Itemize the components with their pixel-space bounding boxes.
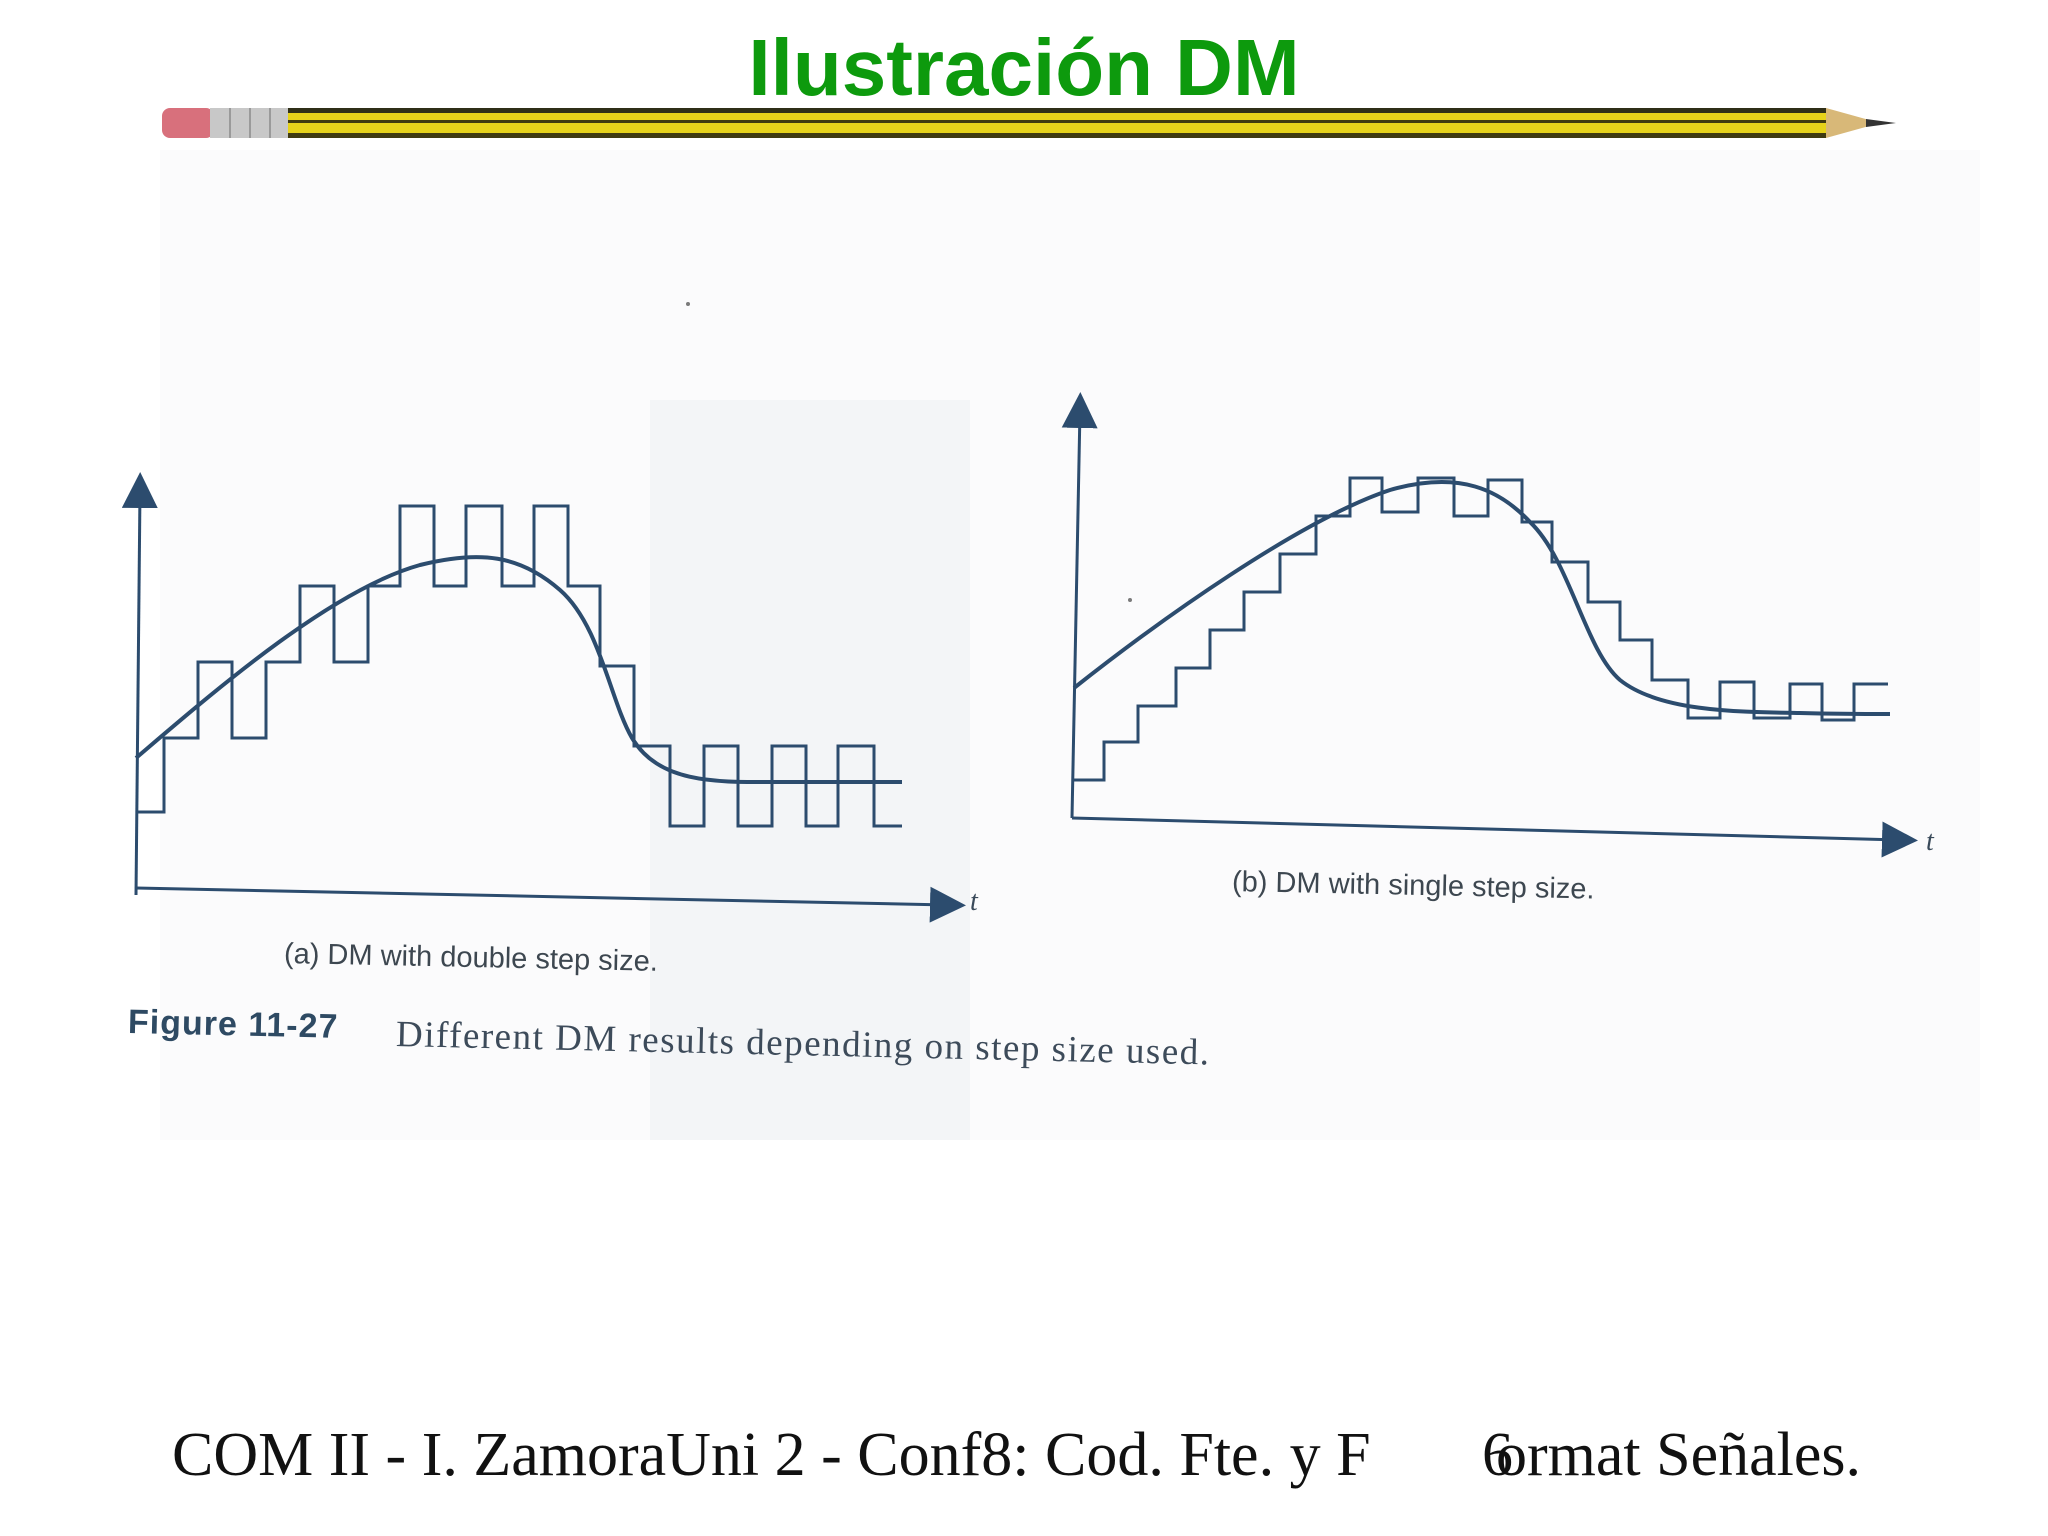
panel-b-signal-curve <box>1072 480 1891 716</box>
footer-text-left: COM II - I. ZamoraUni 2 - Conf8: Cod. Ft… <box>172 1421 1371 1489</box>
pencil-divider-icon <box>162 108 1896 138</box>
panel-b-y-axis <box>1061 392 1098 819</box>
pencil-eraser <box>162 108 214 138</box>
figure-number: Figure 11-27 <box>127 1003 339 1046</box>
slide-title: Ilustración DM <box>748 23 1300 112</box>
panel-b-x-axis <box>1071 816 1918 858</box>
panel-a-y-axis <box>121 472 158 896</box>
panel-a-x-axis <box>135 886 966 923</box>
panel-b-t-axis-label: t <box>1926 826 1934 857</box>
footer-text-right: ormat Señales. <box>1496 1421 1862 1489</box>
pencil-tip <box>1826 108 1880 138</box>
panel-b-staircase <box>1074 476 1888 782</box>
panel-a-t-axis-label: t <box>970 886 978 917</box>
footer-page-number: 6 <box>1482 1421 1513 1489</box>
scanned-figure-background <box>160 150 1980 1140</box>
scan-speck <box>1128 598 1132 602</box>
panel-a-signal-curve <box>134 555 902 785</box>
scan-speck <box>686 302 690 306</box>
panel-a-staircase <box>136 504 902 828</box>
